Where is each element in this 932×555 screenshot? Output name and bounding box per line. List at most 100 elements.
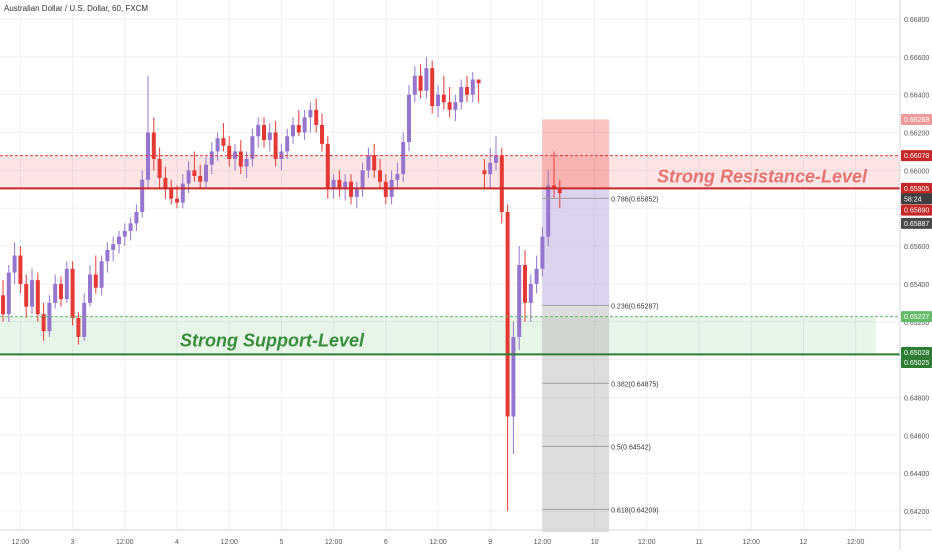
time-tick-label: 9 xyxy=(488,539,492,546)
price-tick-label: 0.65400 xyxy=(904,282,929,289)
candle-body xyxy=(395,174,400,180)
candle-body xyxy=(494,155,498,163)
price-badge-label: 0.65025 xyxy=(904,360,929,367)
price-tick-label: 0.64800 xyxy=(904,396,929,403)
candle-body xyxy=(360,170,365,190)
fib-level-label: 0.382(0.64875) xyxy=(611,381,658,388)
candle-body xyxy=(499,155,504,212)
candle-body xyxy=(18,255,23,284)
time-tick-label: 12:00 xyxy=(742,539,760,546)
candle-body xyxy=(465,87,469,95)
candle-body xyxy=(424,68,429,91)
time-tick-label: 12:00 xyxy=(638,539,656,546)
candle-body xyxy=(59,283,63,300)
time-tick-label: 11 xyxy=(695,539,702,546)
candle-body xyxy=(285,136,290,152)
price-badge xyxy=(901,356,932,368)
candle-body xyxy=(82,302,87,337)
price-badge-label: 0.65905 xyxy=(904,186,929,193)
price-badge-label: 0.66078 xyxy=(904,153,929,160)
price-badge xyxy=(901,182,932,194)
price-tick-label: 0.66000 xyxy=(904,168,929,175)
candle-body xyxy=(244,159,249,167)
candle-body xyxy=(441,94,446,103)
candle-body xyxy=(12,255,17,273)
candle-body xyxy=(47,302,52,332)
candle-body xyxy=(511,336,516,417)
candle-body xyxy=(401,141,406,175)
candle-body xyxy=(146,132,150,180)
candles xyxy=(1,56,562,512)
candle-body xyxy=(546,185,551,237)
time-tick-label: 12:00 xyxy=(116,539,134,546)
fib-level-label: 0.786(0.65852) xyxy=(611,196,658,203)
price-tick-label: 0.66400 xyxy=(904,93,929,100)
candle-body xyxy=(407,94,411,142)
candle-body xyxy=(215,138,220,152)
candle-body xyxy=(186,170,191,184)
candle-body xyxy=(35,280,40,315)
candle-body xyxy=(198,176,203,182)
price-badge-label: 58:24 xyxy=(904,196,922,203)
price-badge xyxy=(901,113,932,125)
price-badge-label: 0.65890 xyxy=(904,208,929,215)
candle-body xyxy=(331,179,336,190)
candle-body xyxy=(117,236,121,245)
support-label: Strong Support-Level xyxy=(180,330,365,350)
price-tick-label: 0.65200 xyxy=(904,320,929,327)
candle-body xyxy=(482,170,487,175)
candle-body xyxy=(314,109,319,125)
candle-body xyxy=(453,102,458,110)
candle-body xyxy=(412,75,417,95)
candle-body xyxy=(76,318,81,337)
candle-body xyxy=(505,212,510,417)
time-tick-label: 3 xyxy=(71,539,75,546)
axis-bg xyxy=(900,0,932,550)
candle-body xyxy=(111,244,116,250)
candle-body xyxy=(99,261,104,288)
time-tick-label: 12 xyxy=(800,539,808,546)
candle-body xyxy=(134,212,139,224)
time-tick-label: 5 xyxy=(279,539,283,546)
candle-body xyxy=(157,159,162,178)
price-tick-label: 0.66600 xyxy=(904,55,929,62)
candle-body xyxy=(175,198,179,203)
candle-body xyxy=(273,132,278,159)
time-tick-label: 12:00 xyxy=(220,539,238,546)
candle-body xyxy=(354,189,359,197)
candle-body xyxy=(302,117,307,133)
candle-body xyxy=(1,295,5,315)
candle-body xyxy=(204,164,208,182)
candle-body xyxy=(557,189,562,194)
candle-body xyxy=(447,102,452,110)
fib-level-label: 0.618(0.64209) xyxy=(611,507,658,514)
candle-body xyxy=(192,170,197,177)
position-tool[interactable] xyxy=(542,119,610,532)
time-axis[interactable]: 12:00 3 12:00 4 12:00 5 12:00 6 12:00 9 12:00 10 12:… xyxy=(0,529,932,546)
candle-body xyxy=(24,283,29,307)
price-badge-label: 0.65887 xyxy=(904,221,929,228)
price-tick-label: 0.64400 xyxy=(904,471,929,478)
candle-body xyxy=(291,124,295,137)
candle-body xyxy=(366,155,371,171)
candle-body xyxy=(88,274,92,303)
candle-body xyxy=(517,265,522,337)
price-tick-label: 0.66200 xyxy=(904,131,929,138)
candle-body xyxy=(528,283,533,303)
candle-body xyxy=(163,177,168,190)
stop-loss-area xyxy=(542,119,610,189)
zone-labels: Strong Resistance-Level Strong Support-Le… xyxy=(180,166,868,350)
time-tick-label: 6 xyxy=(384,539,388,546)
price-axis[interactable]: 0.66800 0.66600 0.66400 0.66200 0.66000 0.658… xyxy=(899,0,932,550)
candle-body xyxy=(221,138,226,146)
price-badge xyxy=(901,193,932,205)
time-tick-label: 12:00 xyxy=(534,539,552,546)
candle-body xyxy=(267,132,272,141)
time-tick-label: 10 xyxy=(591,539,599,546)
time-tick-label: 12:00 xyxy=(847,539,865,546)
candle-body xyxy=(140,179,145,212)
candle-body xyxy=(470,79,475,95)
price-badge xyxy=(901,150,932,162)
